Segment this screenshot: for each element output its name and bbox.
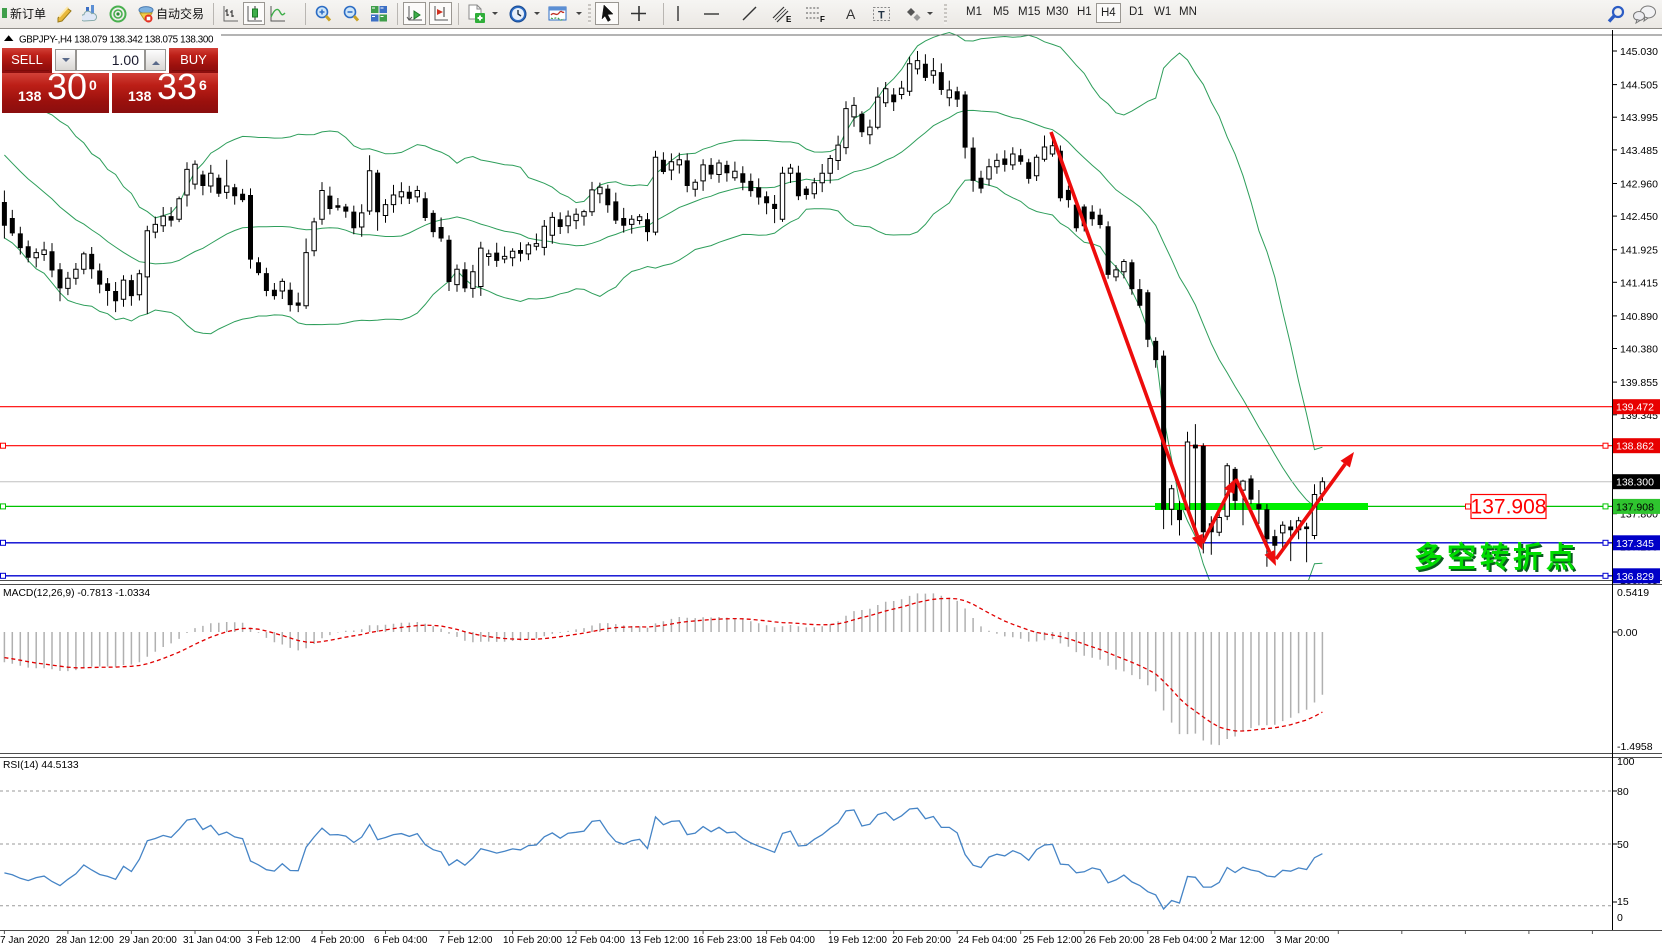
svg-text:143.485: 143.485 (1620, 145, 1658, 157)
svg-text:19 Feb 12:00: 19 Feb 12:00 (828, 935, 887, 946)
svg-text:140.380: 140.380 (1620, 344, 1658, 356)
svg-text:141.925: 141.925 (1620, 245, 1658, 257)
svg-text:0: 0 (1617, 912, 1623, 924)
svg-text:31 Jan 04:00: 31 Jan 04:00 (183, 935, 241, 946)
svg-text:多空转折点: 多空转折点 (1414, 540, 1579, 574)
svg-text:MACD(12,26,9) -0.7813 -1.0334: MACD(12,26,9) -0.7813 -1.0334 (3, 588, 150, 599)
svg-text:140.890: 140.890 (1620, 311, 1658, 323)
svg-text:26 Feb 20:00: 26 Feb 20:00 (1085, 935, 1144, 946)
svg-text:3 Mar 20:00: 3 Mar 20:00 (1276, 935, 1330, 946)
svg-text:141.415: 141.415 (1620, 277, 1658, 289)
svg-text:28 Jan 12:00: 28 Jan 12:00 (56, 935, 114, 946)
svg-text:0.5419: 0.5419 (1617, 587, 1649, 599)
svg-text:6 Feb 04:00: 6 Feb 04:00 (374, 935, 428, 946)
svg-text:7 Jan 2020: 7 Jan 2020 (0, 935, 50, 946)
svg-text:-1.4958: -1.4958 (1617, 741, 1653, 753)
svg-text:25 Feb 12:00: 25 Feb 12:00 (1023, 935, 1082, 946)
svg-text:80: 80 (1617, 786, 1629, 798)
svg-text:E: E (786, 15, 792, 24)
svg-text:139.855: 139.855 (1620, 377, 1658, 389)
svg-text:4 Feb 20:00: 4 Feb 20:00 (311, 935, 365, 946)
svg-text:137.908: 137.908 (1616, 501, 1654, 513)
svg-text:F: F (820, 15, 825, 24)
svg-text:137.908: 137.908 (1471, 496, 1547, 519)
svg-text:2 Mar 12:00: 2 Mar 12:00 (1211, 935, 1265, 946)
svg-text:144.505: 144.505 (1620, 80, 1658, 92)
svg-text:7 Feb 12:00: 7 Feb 12:00 (439, 935, 493, 946)
svg-text:24 Feb 04:00: 24 Feb 04:00 (958, 935, 1017, 946)
svg-text:29 Jan 20:00: 29 Jan 20:00 (119, 935, 177, 946)
svg-text:137.345: 137.345 (1616, 538, 1654, 550)
svg-text:16 Feb 23:00: 16 Feb 23:00 (693, 935, 752, 946)
svg-text:多空转折点: 多空转折点 (1416, 542, 1581, 576)
svg-text:138.862: 138.862 (1616, 441, 1654, 453)
svg-text:143.995: 143.995 (1620, 112, 1658, 124)
svg-text:139.472: 139.472 (1616, 402, 1654, 414)
svg-text:GBPJPY-,H4 138.079 138.342 13: GBPJPY-,H4 138.079 138.342 138.075 138.3… (19, 35, 214, 46)
svg-text:136.829: 136.829 (1616, 571, 1654, 583)
svg-text:28 Feb 04:00: 28 Feb 04:00 (1149, 935, 1208, 946)
svg-text:15: 15 (1617, 896, 1629, 908)
svg-text:3 Feb 12:00: 3 Feb 12:00 (247, 935, 301, 946)
svg-text:18 Feb 04:00: 18 Feb 04:00 (756, 935, 815, 946)
svg-text:20 Feb 20:00: 20 Feb 20:00 (892, 935, 951, 946)
svg-text:12 Feb 04:00: 12 Feb 04:00 (566, 935, 625, 946)
svg-text:138.300: 138.300 (1616, 477, 1654, 489)
svg-text:100: 100 (1617, 756, 1635, 768)
svg-text:T: T (878, 10, 885, 22)
svg-text:13 Feb 12:00: 13 Feb 12:00 (630, 935, 689, 946)
svg-text:50: 50 (1617, 839, 1629, 851)
svg-text:RSI(14) 44.5133: RSI(14) 44.5133 (3, 760, 79, 771)
svg-text:142.960: 142.960 (1620, 179, 1658, 191)
svg-text:10 Feb 20:00: 10 Feb 20:00 (503, 935, 562, 946)
svg-text:A: A (846, 6, 856, 22)
svg-text:142.450: 142.450 (1620, 211, 1658, 223)
svg-text:145.030: 145.030 (1620, 46, 1658, 58)
svg-text:0.00: 0.00 (1617, 627, 1638, 639)
